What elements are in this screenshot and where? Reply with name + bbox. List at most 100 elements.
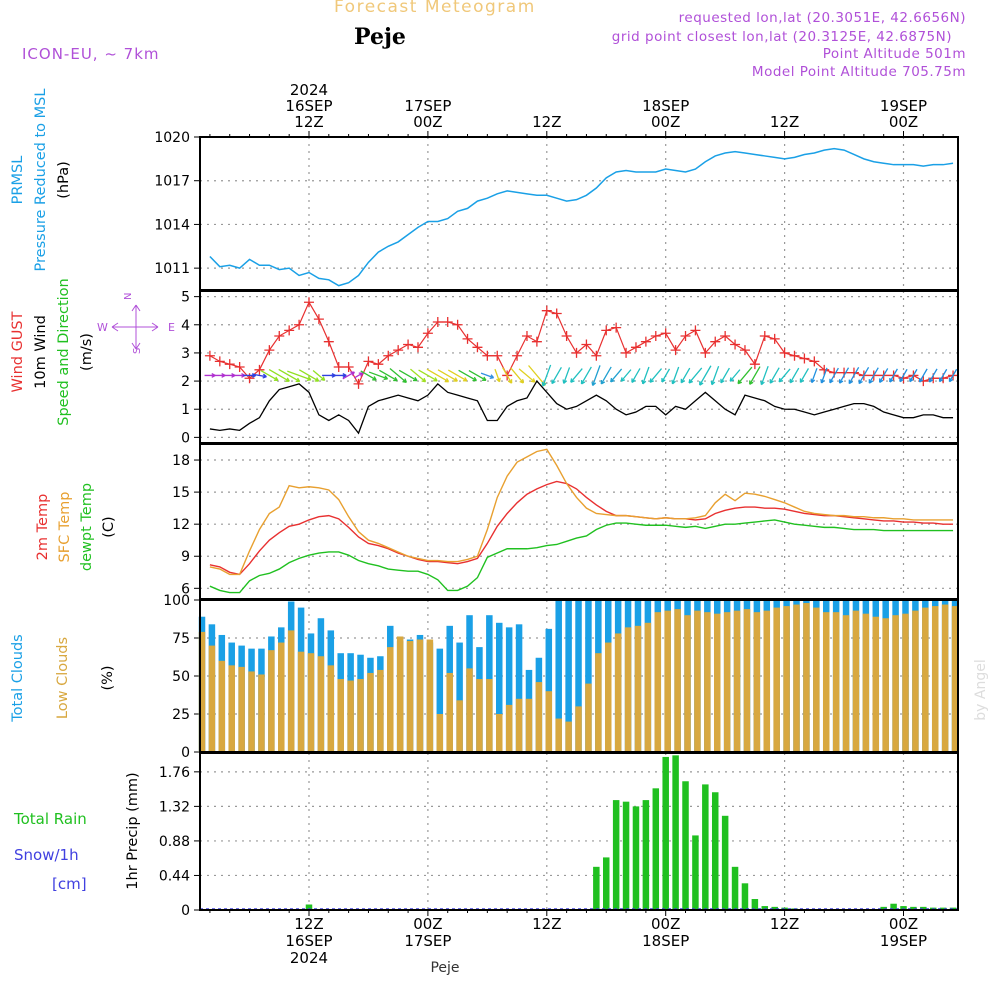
bar-low-clouds: [357, 679, 364, 752]
bar-low-clouds: [515, 698, 523, 752]
wind-arrow: [312, 370, 326, 381]
bar-low-clouds: [822, 612, 830, 752]
gust-point: [531, 336, 542, 347]
gust-point: [303, 297, 314, 308]
bar-rain: [662, 756, 669, 910]
bar-low-clouds: [674, 609, 681, 752]
wind-arrow: [848, 366, 860, 385]
gust-point: [789, 350, 800, 361]
panel-label: (hPa): [56, 161, 72, 198]
gust-point: [541, 305, 552, 316]
gust-point: [492, 350, 503, 361]
bar-rain: [920, 906, 927, 910]
gust-point: [432, 316, 443, 327]
bar-low-clouds: [723, 612, 731, 752]
gust-point: [601, 325, 612, 336]
legend-snow: Snow/1h: [14, 846, 79, 864]
y-tick-label: 5: [181, 290, 190, 306]
bar-low-clouds: [704, 612, 711, 752]
compass-w: W: [97, 321, 108, 334]
wind-arrow: [510, 367, 525, 384]
bar-rain: [751, 899, 759, 910]
y-tick-label: 12: [172, 517, 190, 533]
x-tick-label-bottom: 12Z: [770, 915, 799, 933]
panel-label: Speed and Direction: [56, 278, 72, 425]
model-point-altitude: Model Point Altitude 705.75m: [751, 64, 966, 80]
x-tick-label-top: 19SEP: [880, 97, 927, 115]
legend-total-rain: Total Rain: [13, 810, 87, 828]
bar-low-clouds: [426, 639, 434, 752]
y-tick-label: 1014: [154, 217, 190, 233]
y-tick-label: 18: [172, 453, 190, 469]
bar-low-clouds: [258, 674, 265, 752]
bar-low-clouds: [218, 660, 226, 752]
gust-point: [403, 339, 414, 350]
bar-low-clouds: [882, 618, 889, 752]
bar-low-clouds: [664, 610, 671, 752]
wind-arrow: [899, 368, 908, 383]
gust-point: [759, 331, 770, 342]
model-label: ICON-EU, ~ 7km: [22, 45, 160, 63]
bar-low-clouds: [753, 612, 761, 752]
gridpoint-coords: grid point closest lon,lat (20.3125E, 42…: [611, 29, 952, 45]
bar-low-clouds: [763, 610, 771, 752]
precip-axis-label: 1hr Precip (mm): [125, 772, 141, 889]
bar-low-clouds: [287, 630, 295, 752]
bar-low-clouds: [396, 636, 404, 752]
bar-low-clouds: [505, 704, 513, 752]
bar-low-clouds: [803, 603, 810, 752]
bar-total-clouds: [565, 600, 572, 752]
wind-arrow: [749, 366, 761, 385]
wind-arrow: [918, 368, 928, 383]
y-tick-label: 0: [181, 430, 190, 446]
gust-point: [482, 350, 493, 361]
gust-point: [690, 325, 701, 336]
bar-low-clouds: [614, 633, 622, 752]
x-tick-label-top: 16SEP: [285, 97, 332, 115]
series-total-rain: [305, 755, 957, 910]
bar-rain: [622, 801, 630, 910]
wind-arrow: [458, 369, 478, 382]
x-tick-label-bottom: 00Z: [413, 915, 442, 933]
wind-arrow: [829, 367, 839, 384]
gust-point: [462, 333, 473, 344]
bar-low-clouds: [307, 653, 315, 752]
bar-low-clouds: [941, 604, 949, 752]
bar-low-clouds: [486, 679, 493, 752]
bar-low-clouds: [555, 718, 562, 752]
wind-arrow: [502, 367, 513, 384]
wind-arrow: [838, 367, 850, 384]
wind-arrow: [710, 365, 720, 386]
wind-arrow: [570, 368, 583, 383]
bar-rain: [721, 815, 729, 910]
bar-low-clouds: [208, 645, 216, 752]
gust-point: [323, 336, 334, 347]
series-line-dewpt-temp: [209, 519, 954, 594]
bar-low-clouds: [793, 604, 800, 752]
bar-low-clouds: [852, 610, 860, 752]
series-wind-gust: [204, 297, 959, 389]
wind-arrow: [437, 369, 458, 382]
bar-low-clouds: [743, 609, 751, 752]
bar-low-clouds: [337, 679, 344, 752]
bar-low-clouds: [575, 706, 582, 752]
panel-frame-temperature: [199, 443, 959, 600]
bar-low-clouds: [773, 607, 780, 752]
bar-low-clouds: [634, 625, 642, 752]
wind-arrow: [938, 368, 948, 383]
gust-point: [730, 339, 741, 350]
bar-low-clouds: [862, 613, 870, 752]
wind-arrow: [820, 367, 828, 384]
bar-low-clouds: [436, 714, 444, 752]
gust-point: [512, 350, 523, 361]
gust-point: [720, 331, 731, 342]
bar-low-clouds: [872, 616, 880, 752]
bar-low-clouds: [535, 682, 543, 752]
x-tick-label-top: 00Z: [413, 113, 442, 131]
wind-arrow: [447, 369, 468, 382]
gust-point: [739, 345, 750, 356]
gust-point: [254, 364, 265, 375]
bar-low-clouds: [912, 610, 919, 752]
bar-rain: [880, 906, 887, 910]
gust-point: [809, 356, 820, 367]
